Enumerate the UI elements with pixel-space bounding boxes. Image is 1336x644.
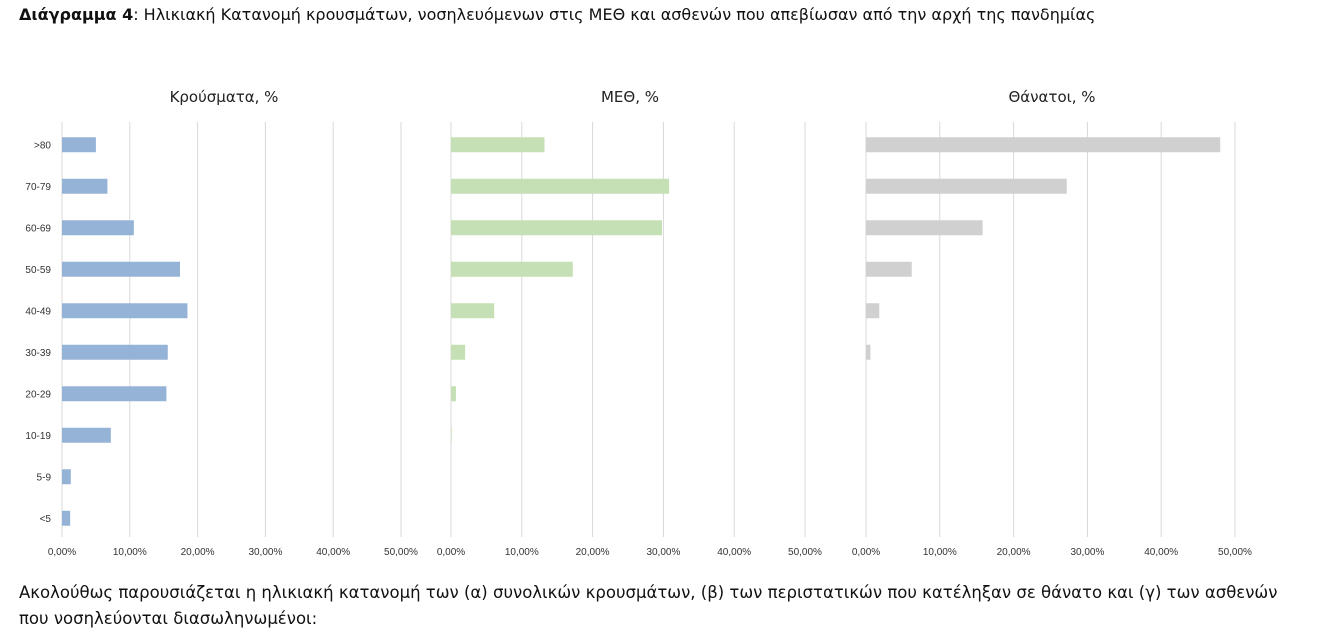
bar	[62, 469, 71, 485]
bar	[62, 344, 168, 360]
bar	[866, 137, 1221, 153]
bar	[62, 178, 108, 194]
x-tick-label: 40,00%	[717, 547, 751, 558]
category-label: 5-9	[37, 472, 52, 483]
x-tick-label: 20,00%	[181, 547, 215, 558]
category-label: >80	[34, 140, 51, 151]
category-label: 60-69	[25, 223, 51, 234]
charts-area: 0,00% 10,00% 20,00% 30,00% 40,00% 50,00% Κρούσ…	[25, 88, 1252, 558]
bar	[451, 344, 466, 360]
bar	[62, 427, 111, 443]
category-label: 20-29	[25, 389, 51, 400]
x-tick-label: 30,00%	[248, 547, 282, 558]
x-tick-label: 0,00%	[852, 547, 880, 558]
chart-title: Κρούσματα, %	[170, 88, 279, 106]
x-tick-label: 50,00%	[384, 547, 418, 558]
x-tick-label: 20,00%	[997, 547, 1031, 558]
x-tick-label: 50,00%	[788, 547, 822, 558]
x-tick-label: 40,00%	[1144, 547, 1178, 558]
category-label: 30-39	[25, 348, 51, 359]
x-tick-label: 30,00%	[646, 547, 680, 558]
bar	[451, 427, 452, 443]
chart-title: ΜΕΘ, %	[601, 88, 659, 106]
bar	[62, 510, 71, 526]
category-label: 40-49	[25, 306, 51, 317]
bar	[866, 178, 1067, 194]
bar	[451, 303, 495, 319]
figure-caption-text: : Ηλικιακή Κατανομή κρουσμάτων, νοσηλευό…	[133, 5, 1096, 24]
category-label: 10-19	[25, 431, 51, 442]
x-tick-label: 0,00%	[437, 547, 465, 558]
chart-title: Θάνατοι, %	[1008, 88, 1095, 106]
bar	[451, 137, 545, 153]
x-tick-label: 50,00%	[1218, 547, 1252, 558]
category-label: 50-59	[25, 265, 51, 276]
figure-label: Διάγραμμα 4	[19, 5, 134, 24]
bar	[451, 386, 456, 402]
bar	[62, 220, 134, 236]
x-tick-label: 0,00%	[48, 547, 76, 558]
bar	[62, 261, 180, 277]
x-tick-label: 10,00%	[923, 547, 957, 558]
bar	[451, 261, 573, 277]
bar	[62, 137, 96, 153]
bar	[866, 220, 983, 236]
bar	[866, 303, 880, 319]
bar	[62, 303, 188, 319]
bar	[866, 261, 912, 277]
x-tick-label: 30,00%	[1070, 547, 1104, 558]
bar	[62, 386, 167, 402]
category-label: <5	[40, 514, 52, 525]
x-tick-label: 40,00%	[316, 547, 350, 558]
x-tick-label: 10,00%	[113, 547, 147, 558]
bar	[866, 344, 871, 360]
bar	[451, 220, 662, 236]
category-label: 70-79	[25, 182, 51, 193]
x-tick-label: 10,00%	[505, 547, 539, 558]
bar	[451, 178, 670, 194]
body-paragraph: Ακολούθως παρουσιάζεται η ηλικιακή καταν…	[19, 583, 1278, 628]
x-tick-label: 20,00%	[576, 547, 610, 558]
figure-caption: Διάγραμμα 4: Ηλικιακή Κατανομή κρουσμάτω…	[19, 5, 1095, 24]
